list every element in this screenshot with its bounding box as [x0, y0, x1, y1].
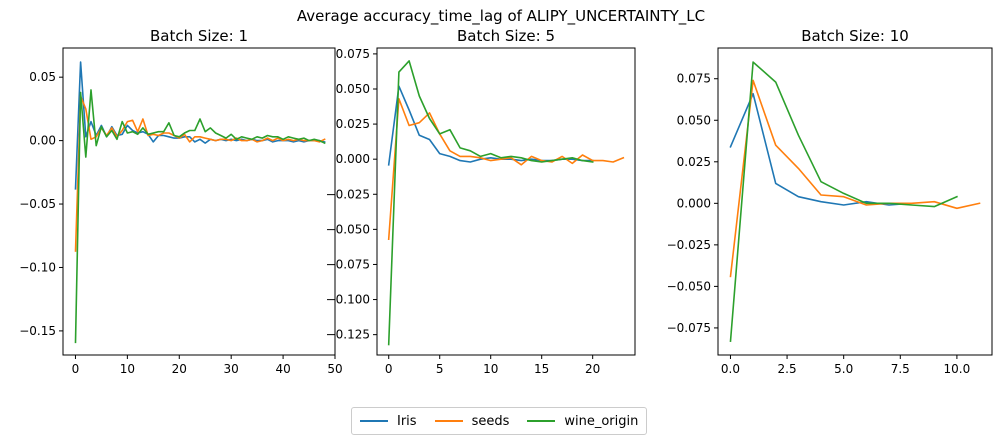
panel2-series-seeds: [387, 98, 625, 241]
panel2-xtick-label: 15: [534, 362, 549, 376]
panel1-ytick-label: −0.05: [19, 197, 56, 211]
panel1-xtick-label: 30: [224, 362, 239, 376]
panel3-xtick-label: 10.0: [944, 362, 971, 376]
panel1-series-iris: [74, 61, 326, 190]
panel3-ytick-label: −0.050: [667, 279, 711, 293]
panel3-series-seeds: [729, 79, 981, 278]
panel2-ytick-label: 0.025: [336, 117, 370, 131]
legend-swatch-wine-origin: [527, 420, 556, 422]
panel2-ytick-label: 0.075: [336, 47, 370, 61]
panel2-ytick-label: 0.000: [336, 152, 370, 166]
panel3-ytick-label: 0.025: [677, 155, 711, 169]
panel1-xtick-label: 10: [120, 362, 135, 376]
panel3-series-iris: [729, 92, 913, 206]
panel1-xtick-label: 20: [172, 362, 187, 376]
panel3-ytick-label: 0.050: [677, 113, 711, 127]
panel1-ytick-label: 0.05: [29, 70, 56, 84]
panel1-xtick-label: 0: [72, 362, 80, 376]
panel3-ytick-label: 0.075: [677, 72, 711, 86]
panel3-xtick-label: 2.5: [778, 362, 797, 376]
panel2-ytick-label: −0.100: [326, 293, 370, 307]
panel2-series-wine-origin: [387, 60, 594, 346]
panel2-ytick-label: −0.125: [326, 328, 370, 342]
panel3-title: Batch Size: 10: [801, 27, 909, 45]
panel3-series-wine-origin: [729, 61, 958, 343]
panel2-ytick-label: 0.050: [336, 82, 370, 96]
panel3-ytick-label: −0.025: [667, 238, 711, 252]
panel1-xtick-label: 40: [275, 362, 290, 376]
panel1-ytick-label: 0.00: [29, 134, 56, 148]
panel3-ytick-label: −0.075: [667, 321, 711, 335]
legend-item-seeds: seeds: [434, 413, 510, 429]
panel1-xtick-label: 50: [327, 362, 342, 376]
panel3-ytick-label: 0.000: [677, 196, 711, 210]
legend-item-iris: Iris: [360, 414, 417, 429]
panel2-xtick-label: 20: [585, 362, 600, 376]
panel2-frame: [376, 47, 636, 356]
panel1-ytick-label: −0.15: [19, 324, 56, 338]
panel3-frame: [717, 47, 993, 356]
legend-label-iris: Iris: [397, 413, 417, 429]
panel3-xtick-label: 5.0: [834, 362, 853, 376]
legend: Iris seeds wine_origin: [351, 407, 648, 435]
legend-item-wine-origin: wine_origin: [527, 414, 638, 429]
panel2-xtick-label: 5: [436, 362, 444, 376]
figure-title: Average accuracy_time_lag of ALIPY_UNCER…: [296, 7, 706, 25]
legend-label-wine-origin: wine_origin: [564, 413, 639, 429]
panel1-series-wine-origin: [74, 89, 326, 344]
panel2-xtick-label: 0: [385, 362, 393, 376]
panel1-frame: [62, 47, 336, 356]
legend-swatch-seeds: [434, 420, 463, 422]
panel1-title: Batch Size: 1: [150, 27, 248, 45]
panel2-xtick-label: 10: [483, 362, 498, 376]
legend-swatch-iris: [360, 420, 388, 422]
panel2-title: Batch Size: 5: [457, 27, 555, 45]
panel2-ytick-label: −0.050: [326, 222, 370, 236]
panel3-xtick-label: 0.0: [721, 362, 740, 376]
panel3-xtick-label: 7.5: [891, 362, 910, 376]
panel2-ytick-label: −0.025: [326, 187, 370, 201]
panel1-ytick-label: −0.10: [19, 260, 56, 274]
legend-label-seeds: seeds: [471, 413, 510, 429]
panel2-ytick-label: −0.075: [326, 257, 370, 271]
